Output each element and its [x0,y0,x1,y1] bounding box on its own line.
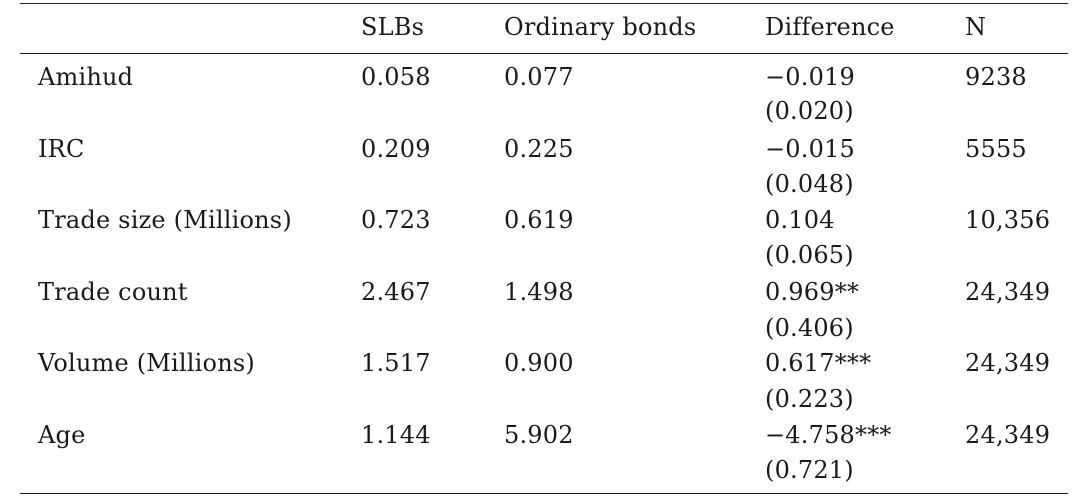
cell-n: 10,356 [965,206,1051,234]
cell-n: 24,349 [965,349,1051,377]
row-label: Age [38,421,86,449]
cell-ordinary: 1.498 [504,278,574,306]
cell-slbs: 0.209 [361,135,431,163]
cell-slbs: 2.467 [361,278,431,306]
cell-difference: 0.617*** [765,349,872,377]
cell-standard-error: (0.065) [765,241,854,269]
cell-n: 24,349 [965,421,1051,449]
comparison-table: SLBs Ordinary bonds Difference N Amihud … [20,3,1068,495]
row-label: Trade count [38,278,188,306]
row-label: Trade size (Millions) [38,206,292,234]
bottom-rule [20,493,1068,494]
header-slbs: SLBs [361,13,425,41]
cell-n: 9238 [965,63,1027,91]
row-label: Volume (Millions) [38,349,255,377]
header-n: N [965,13,987,41]
header-rule [20,53,1068,54]
top-rule [20,3,1068,4]
cell-slbs: 0.723 [361,206,431,234]
cell-difference: −0.019 [765,63,856,91]
cell-ordinary: 5.902 [504,421,574,449]
row-label: Amihud [38,63,134,91]
cell-difference: 0.104 [765,206,835,234]
cell-standard-error: (0.223) [765,385,854,413]
cell-ordinary: 0.077 [504,63,574,91]
row-label: IRC [38,135,85,163]
cell-difference: 0.969** [765,278,860,306]
cell-n: 5555 [965,135,1027,163]
cell-ordinary: 0.900 [504,349,574,377]
cell-standard-error: (0.721) [765,456,854,484]
cell-slbs: 1.517 [361,349,431,377]
cell-ordinary: 0.619 [504,206,574,234]
cell-difference: −4.758*** [765,421,892,449]
cell-standard-error: (0.048) [765,170,854,198]
cell-standard-error: (0.406) [765,314,854,342]
cell-n: 24,349 [965,278,1051,306]
cell-difference: −0.015 [765,135,856,163]
cell-standard-error: (0.020) [765,97,854,125]
header-difference: Difference [765,13,895,41]
header-ordinary-bonds: Ordinary bonds [504,13,697,41]
cell-slbs: 1.144 [361,421,431,449]
cell-slbs: 0.058 [361,63,431,91]
cell-ordinary: 0.225 [504,135,574,163]
